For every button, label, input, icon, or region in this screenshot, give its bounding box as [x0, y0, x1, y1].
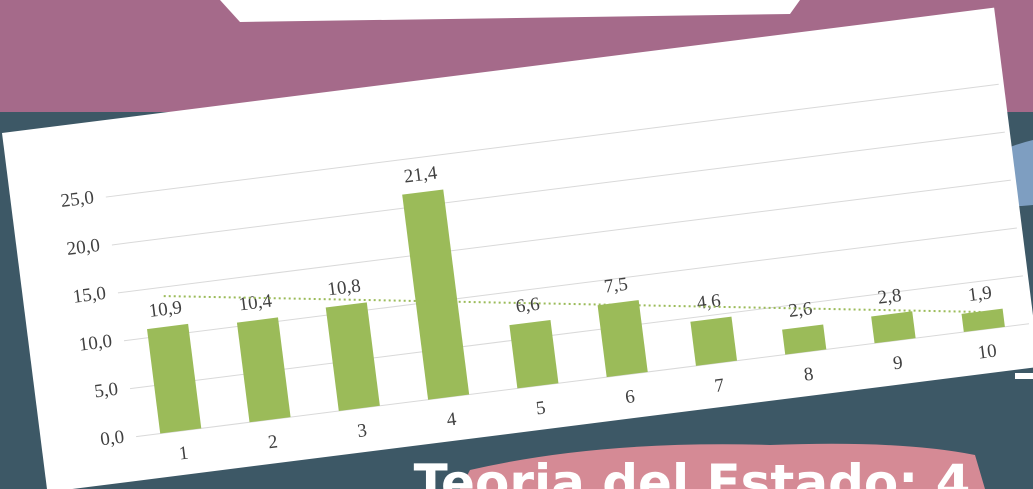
data-label: 1,9	[967, 282, 993, 306]
bar	[690, 317, 737, 366]
y-tick-label: 0,0	[99, 427, 125, 451]
y-tick-label: 10,0	[78, 331, 114, 356]
data-label: 10,8	[326, 275, 362, 300]
y-tick-label: 15,0	[72, 283, 108, 308]
data-label: 21,4	[403, 163, 439, 188]
bar	[509, 320, 558, 388]
page: 0,05,010,015,020,025,0110,9210,4310,8421…	[0, 0, 1033, 489]
data-label: 2,8	[876, 285, 902, 309]
data-label: 2,6	[787, 298, 813, 322]
data-label: 7,5	[603, 274, 629, 298]
bar	[871, 311, 915, 343]
bar	[782, 324, 826, 354]
data-label: 10,4	[237, 290, 273, 315]
data-label: 10,9	[148, 297, 184, 322]
y-tick-label: 20,0	[66, 235, 102, 260]
data-label: 4,6	[696, 290, 722, 314]
slide-title: Teoria del Estado: 4	[414, 454, 971, 489]
data-label: 6,6	[515, 294, 541, 318]
dash	[1015, 373, 1033, 379]
x-tick-label: 10	[976, 340, 997, 363]
slide: 0,05,010,015,020,025,0110,9210,4310,8421…	[0, 0, 1033, 489]
y-tick-label: 5,0	[93, 379, 119, 403]
y-tick-label: 25,0	[59, 187, 95, 212]
